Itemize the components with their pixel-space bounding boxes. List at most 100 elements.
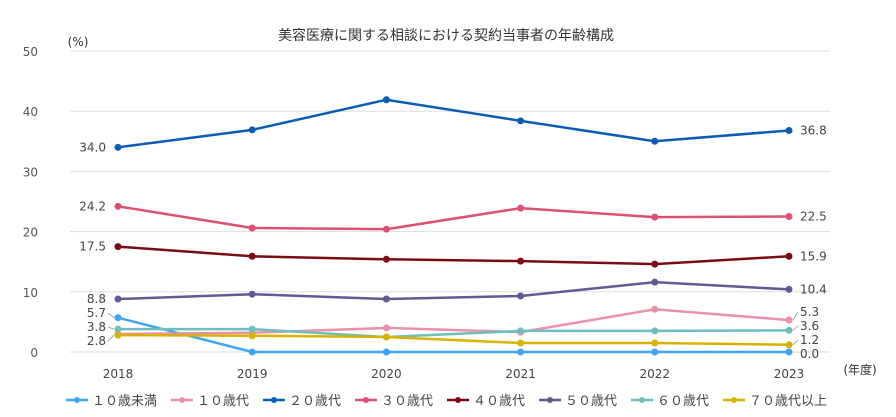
data-point[interactable] — [785, 326, 793, 334]
data-point[interactable] — [382, 333, 390, 341]
series-line — [117, 307, 790, 336]
data-point[interactable] — [651, 278, 659, 286]
data-label: 1.2 — [800, 333, 819, 347]
data-point[interactable] — [785, 213, 793, 221]
data-point[interactable] — [651, 260, 659, 268]
data-point[interactable] — [785, 285, 793, 293]
series-line — [117, 333, 790, 347]
data-point[interactable] — [382, 255, 390, 263]
series-line — [117, 316, 789, 354]
legend-item[interactable]: ３０歳代 — [355, 394, 433, 409]
data-point[interactable] — [785, 341, 793, 349]
y-tick-label: 30 — [23, 165, 38, 179]
legend-marker — [179, 397, 185, 403]
data-point[interactable] — [248, 126, 256, 134]
y-tick-label: 50 — [23, 45, 38, 59]
data-label: 10.4 — [800, 282, 827, 296]
chart-title: 美容医療に関する相談における契約当事者の年齢構成 — [278, 27, 614, 44]
series-line — [117, 205, 790, 231]
series-line — [117, 280, 790, 301]
data-point[interactable] — [382, 324, 390, 332]
data-point[interactable] — [517, 292, 525, 300]
data-label: 3.6 — [800, 319, 819, 333]
legend-label: ４０歳代 — [473, 394, 525, 409]
legend-marker — [455, 397, 461, 403]
y-tick-label: 0 — [30, 346, 38, 360]
data-label: 36.8 — [800, 123, 827, 137]
legend-item[interactable]: ７０歳代以上 — [723, 394, 827, 409]
data-point[interactable] — [517, 117, 525, 125]
data-label: 17.5 — [79, 240, 106, 254]
data-point[interactable] — [248, 332, 256, 340]
data-point[interactable] — [114, 331, 122, 339]
y-tick-label: 10 — [23, 286, 38, 300]
data-point[interactable] — [785, 126, 793, 134]
label-leader-line — [107, 326, 115, 330]
data-point[interactable] — [382, 348, 390, 356]
data-point[interactable] — [248, 348, 256, 356]
legend-item[interactable]: ６０歳代 — [631, 394, 709, 409]
legend-item[interactable]: ２０歳代 — [263, 394, 341, 409]
data-point[interactable] — [785, 316, 793, 324]
data-point[interactable] — [651, 305, 659, 313]
label-leader-line — [792, 311, 799, 321]
data-point[interactable] — [517, 257, 525, 265]
label-leader-line — [107, 312, 115, 319]
data-point[interactable] — [651, 137, 659, 145]
data-label: 8.8 — [87, 292, 106, 306]
data-point[interactable] — [382, 225, 390, 233]
label-leader-line — [792, 325, 799, 331]
legend-item[interactable]: ５０歳代 — [539, 394, 617, 409]
data-point[interactable] — [248, 290, 256, 298]
legend-label: １０歳代 — [197, 394, 249, 409]
data-label: 5.3 — [800, 305, 819, 319]
data-point[interactable] — [651, 339, 659, 347]
legend-marker — [547, 397, 553, 403]
data-label: 34.0 — [79, 140, 106, 154]
data-point[interactable] — [517, 327, 525, 335]
data-point[interactable] — [248, 252, 256, 260]
data-point[interactable] — [248, 325, 256, 333]
label-leader-line — [792, 339, 799, 346]
data-point[interactable] — [517, 339, 525, 347]
data-point[interactable] — [114, 243, 122, 251]
data-point[interactable] — [114, 295, 122, 303]
series-line — [117, 98, 790, 149]
data-label: 0.0 — [800, 347, 819, 361]
x-tick-label: 2020 — [371, 367, 402, 381]
data-point[interactable] — [114, 314, 122, 322]
y-axis-label: (%) — [68, 35, 89, 49]
series-line — [118, 327, 790, 339]
x-axis-label: (年度) — [843, 362, 876, 377]
legend-item[interactable]: １０歳未満 — [66, 394, 157, 409]
data-point[interactable] — [517, 204, 525, 212]
legend-label: ５０歳代 — [565, 394, 617, 409]
data-point[interactable] — [114, 143, 122, 151]
data-point[interactable] — [382, 96, 390, 104]
data-point[interactable] — [248, 224, 256, 232]
data-point[interactable] — [382, 295, 390, 303]
legend-marker — [639, 397, 645, 403]
legend-label: ７０歳代以上 — [749, 394, 827, 409]
data-label: 3.8 — [87, 320, 106, 334]
data-point[interactable] — [785, 252, 793, 260]
legend-marker — [271, 397, 277, 403]
data-point[interactable] — [114, 202, 122, 210]
data-label: 15.9 — [800, 249, 827, 263]
legend-label: １０歳未満 — [92, 394, 157, 409]
legend-item[interactable]: ４０歳代 — [447, 394, 525, 409]
y-tick-label: 20 — [23, 226, 38, 240]
legend-item[interactable]: １０歳代 — [171, 394, 249, 409]
data-point[interactable] — [114, 325, 122, 333]
data-point[interactable] — [651, 213, 659, 221]
x-tick-label: 2018 — [103, 367, 134, 381]
data-point[interactable] — [651, 348, 659, 356]
data-point[interactable] — [651, 327, 659, 335]
y-tick-label: 40 — [23, 105, 38, 119]
data-label: 2.8 — [87, 334, 106, 348]
legend-label: ２０歳代 — [289, 394, 341, 409]
data-point[interactable] — [517, 348, 525, 356]
data-point[interactable] — [785, 348, 793, 356]
